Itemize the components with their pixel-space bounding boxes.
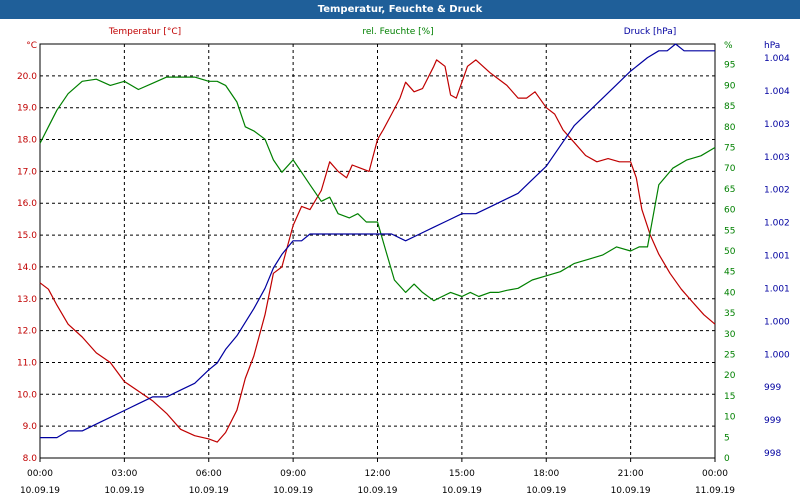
temperature-tick-label: 11.0 xyxy=(17,358,37,368)
x-tick-time-label: 00:00 xyxy=(702,469,728,479)
humidity-tick-label: 25 xyxy=(724,351,735,361)
temperature-tick-label: 8.0 xyxy=(23,454,38,464)
x-tick-date-label: 11.09.19 xyxy=(695,486,735,496)
pressure-tick-label: 1.004 xyxy=(764,87,790,97)
tick-labels: 00:00 10.09.19 03:00 10.09.19 06:00 10.09.19 0… xyxy=(17,54,790,496)
pressure-tick-label: 1.001 xyxy=(764,252,790,262)
pressure-tick-label: 999 xyxy=(764,416,781,426)
pressure-tick-label: 999 xyxy=(764,383,781,393)
humidity-tick-label: 0 xyxy=(724,454,730,464)
x-tick-time-label: 03:00 xyxy=(111,469,137,479)
pressure-tick-label: 998 xyxy=(764,449,781,459)
humidity-axis-label: rel. Feuchte [%] xyxy=(362,27,433,37)
series-group xyxy=(39,43,716,443)
pressure-axis-label: Druck [hPa] xyxy=(624,27,677,37)
x-tick-date-label: 10.09.19 xyxy=(273,486,313,496)
humidity-tick-label: 50 xyxy=(724,247,736,257)
chart: 00:00 10.09.19 03:00 10.09.19 06:00 10.09.19 0… xyxy=(17,27,790,496)
temperature-unit-label: °C xyxy=(26,41,37,51)
humidity-tick-label: 35 xyxy=(724,309,735,319)
humidity-tick-label: 85 xyxy=(724,102,735,112)
pressure-tick-label: 1.000 xyxy=(764,317,790,327)
x-tick-time-label: 06:00 xyxy=(196,469,222,479)
temperature-tick-label: 18.0 xyxy=(17,136,37,146)
temperature-tick-label: 12.0 xyxy=(17,327,37,337)
x-tick-date-label: 10.09.19 xyxy=(20,486,60,496)
humidity-tick-label: 20 xyxy=(724,371,736,381)
x-tick-date-label: 10.09.19 xyxy=(526,486,566,496)
x-tick-time-label: 15:00 xyxy=(449,469,475,479)
x-tick-date-label: 10.09.19 xyxy=(104,486,144,496)
temperature-tick-label: 13.0 xyxy=(17,295,37,305)
pressure-tick-label: 1.002 xyxy=(764,219,790,229)
humidity-tick-label: 60 xyxy=(724,206,736,216)
x-tick-date-label: 10.09.19 xyxy=(442,486,482,496)
grid xyxy=(39,44,716,462)
humidity-tick-label: 75 xyxy=(724,144,735,154)
temperature-tick-label: 17.0 xyxy=(17,167,37,177)
x-tick-time-label: 12:00 xyxy=(365,469,391,479)
humidity-tick-label: 65 xyxy=(724,185,735,195)
chart-title: Temperatur, Feuchte & Druck xyxy=(0,0,800,19)
x-tick-time-label: 18:00 xyxy=(533,469,559,479)
x-tick-time-label: 09:00 xyxy=(280,469,306,479)
x-tick-date-label: 10.09.19 xyxy=(357,486,397,496)
x-tick-date-label: 10.09.19 xyxy=(611,486,651,496)
series-line-humidity xyxy=(39,76,716,302)
temperature-tick-label: 20.0 xyxy=(17,72,37,82)
temperature-axis-label: Temperatur [°C] xyxy=(108,27,181,37)
pressure-tick-label: 1.004 xyxy=(764,54,790,64)
x-tick-date-label: 10.09.19 xyxy=(189,486,229,496)
pressure-tick-label: 1.000 xyxy=(764,350,790,360)
x-tick-time-label: 00:00 xyxy=(27,469,53,479)
humidity-tick-label: 90 xyxy=(724,81,736,91)
temperature-tick-label: 19.0 xyxy=(17,104,37,114)
humidity-tick-label: 55 xyxy=(724,226,735,236)
pressure-tick-label: 1.003 xyxy=(764,153,790,163)
series-line-pressure xyxy=(40,43,715,439)
humidity-tick-label: 80 xyxy=(724,123,736,133)
temperature-tick-label: 9.0 xyxy=(23,422,38,432)
humidity-tick-label: 45 xyxy=(724,268,735,278)
pressure-tick-label: 1.001 xyxy=(764,284,790,294)
humidity-tick-label: 5 xyxy=(724,433,730,443)
humidity-tick-label: 30 xyxy=(724,330,736,340)
temperature-tick-label: 15.0 xyxy=(17,231,37,241)
temperature-tick-label: 16.0 xyxy=(17,199,37,209)
pressure-tick-label: 1.002 xyxy=(764,186,790,196)
x-tick-time-label: 21:00 xyxy=(618,469,644,479)
humidity-tick-label: 95 xyxy=(724,61,735,71)
pressure-unit-label: hPa xyxy=(764,41,780,51)
pressure-tick-label: 1.003 xyxy=(764,120,790,130)
humidity-unit-label: % xyxy=(724,41,733,51)
humidity-tick-label: 10 xyxy=(724,413,736,423)
humidity-tick-label: 15 xyxy=(724,392,735,402)
series-line-temperature xyxy=(39,59,716,443)
humidity-tick-label: 40 xyxy=(724,288,736,298)
temperature-tick-label: 14.0 xyxy=(17,263,37,273)
temperature-tick-label: 10.0 xyxy=(17,390,37,400)
humidity-tick-label: 70 xyxy=(724,164,736,174)
